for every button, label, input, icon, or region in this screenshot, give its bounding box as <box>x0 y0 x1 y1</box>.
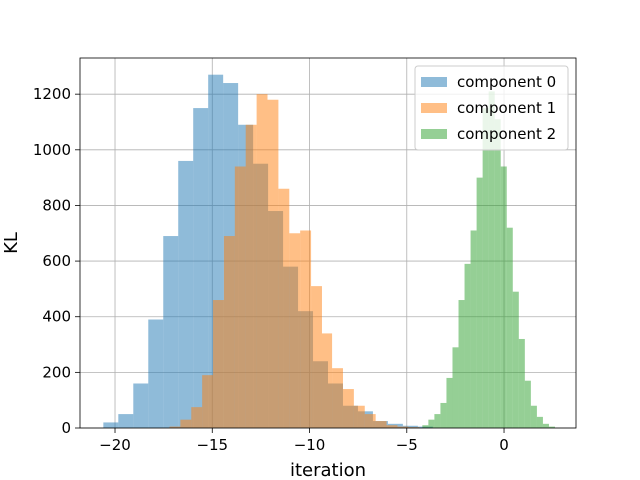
histogram-bar <box>332 368 343 428</box>
histogram-bar <box>476 177 483 428</box>
histogram-bar <box>524 380 531 428</box>
histogram-bar <box>353 405 365 428</box>
histogram-bar <box>397 426 409 428</box>
histogram-bar <box>500 166 507 428</box>
histogram-bar <box>289 233 301 428</box>
y-tick-label: 600 <box>42 252 71 270</box>
histogram-bar <box>169 426 181 428</box>
legend-label: component 0 <box>457 73 556 91</box>
histogram-bar <box>364 414 376 428</box>
x-axis-ticks: −20 −15 −10 −5 0 <box>99 428 509 454</box>
histogram-bar <box>180 419 192 428</box>
histogram-bar <box>482 108 489 428</box>
histogram-bar <box>118 414 134 428</box>
histogram-bar <box>191 407 203 428</box>
series-1 <box>169 94 420 429</box>
y-tick-label: 1200 <box>33 85 71 103</box>
legend: component 0 component 1 component 2 <box>414 65 569 151</box>
histogram-bar <box>311 286 322 428</box>
histogram-bar <box>428 419 435 428</box>
histogram-bar <box>402 425 418 428</box>
histogram-bar <box>440 402 447 428</box>
histogram-bar <box>234 166 246 428</box>
histogram-bar <box>542 423 549 428</box>
y-tick-label: 400 <box>42 308 71 326</box>
x-tick-label: −15 <box>196 436 228 454</box>
bars <box>103 74 555 429</box>
histogram-bar <box>375 421 387 428</box>
histogram-bar <box>193 108 209 428</box>
histogram-bar <box>470 230 477 428</box>
y-axis-label: KL <box>1 232 22 254</box>
histogram-bar <box>133 383 149 428</box>
histogram-bar <box>202 375 214 428</box>
histogram-bar <box>163 236 179 428</box>
legend-swatch <box>421 77 447 87</box>
histogram-bar <box>446 377 453 428</box>
histogram-bar <box>148 319 164 428</box>
x-tick-label: −10 <box>294 436 326 454</box>
y-tick-label: 200 <box>42 363 71 381</box>
histogram-bar <box>512 291 519 428</box>
legend-swatch <box>421 129 447 139</box>
histogram-bar <box>386 425 398 428</box>
histogram-bar <box>213 300 224 428</box>
histogram-bar <box>408 427 420 428</box>
legend-swatch <box>421 103 447 113</box>
histogram-bar <box>178 160 194 429</box>
x-tick-label: −5 <box>396 436 418 454</box>
legend-label: component 1 <box>457 99 556 117</box>
histogram-bar <box>342 389 354 428</box>
legend-label: component 2 <box>457 125 556 143</box>
plot-frame <box>79 57 577 429</box>
histogram-bar <box>223 236 235 428</box>
histogram-bar <box>256 94 268 429</box>
histogram-bar <box>530 405 537 428</box>
y-tick-label: 0 <box>61 419 71 437</box>
histogram-bar <box>300 230 312 428</box>
histogram-bar <box>422 425 429 428</box>
x-tick-label: −20 <box>99 436 131 454</box>
y-tick-label: 1000 <box>33 141 71 159</box>
histogram-bar <box>321 333 333 428</box>
histogram-bar <box>434 414 441 428</box>
y-axis-ticks: 0 200 400 600 800 1000 1200 <box>33 85 80 437</box>
x-axis-label: iteration <box>290 460 366 480</box>
histogram-bar <box>278 188 290 428</box>
histogram-bar <box>548 426 555 428</box>
histogram-bar <box>452 347 459 428</box>
histogram-bar <box>245 124 257 429</box>
histogram-bar <box>518 338 525 428</box>
histogram-bar <box>464 263 471 428</box>
x-tick-label: 0 <box>499 436 509 454</box>
series-2 <box>422 91 555 429</box>
histogram-bar <box>267 99 279 429</box>
y-tick-label: 800 <box>42 196 71 214</box>
histogram-bar <box>494 119 501 429</box>
histogram-bar <box>488 91 495 429</box>
histogram-bar <box>536 416 543 428</box>
histogram-bar <box>506 227 513 428</box>
legend-box <box>414 65 569 151</box>
histogram-bar <box>458 300 465 428</box>
histogram-bar <box>103 422 119 428</box>
